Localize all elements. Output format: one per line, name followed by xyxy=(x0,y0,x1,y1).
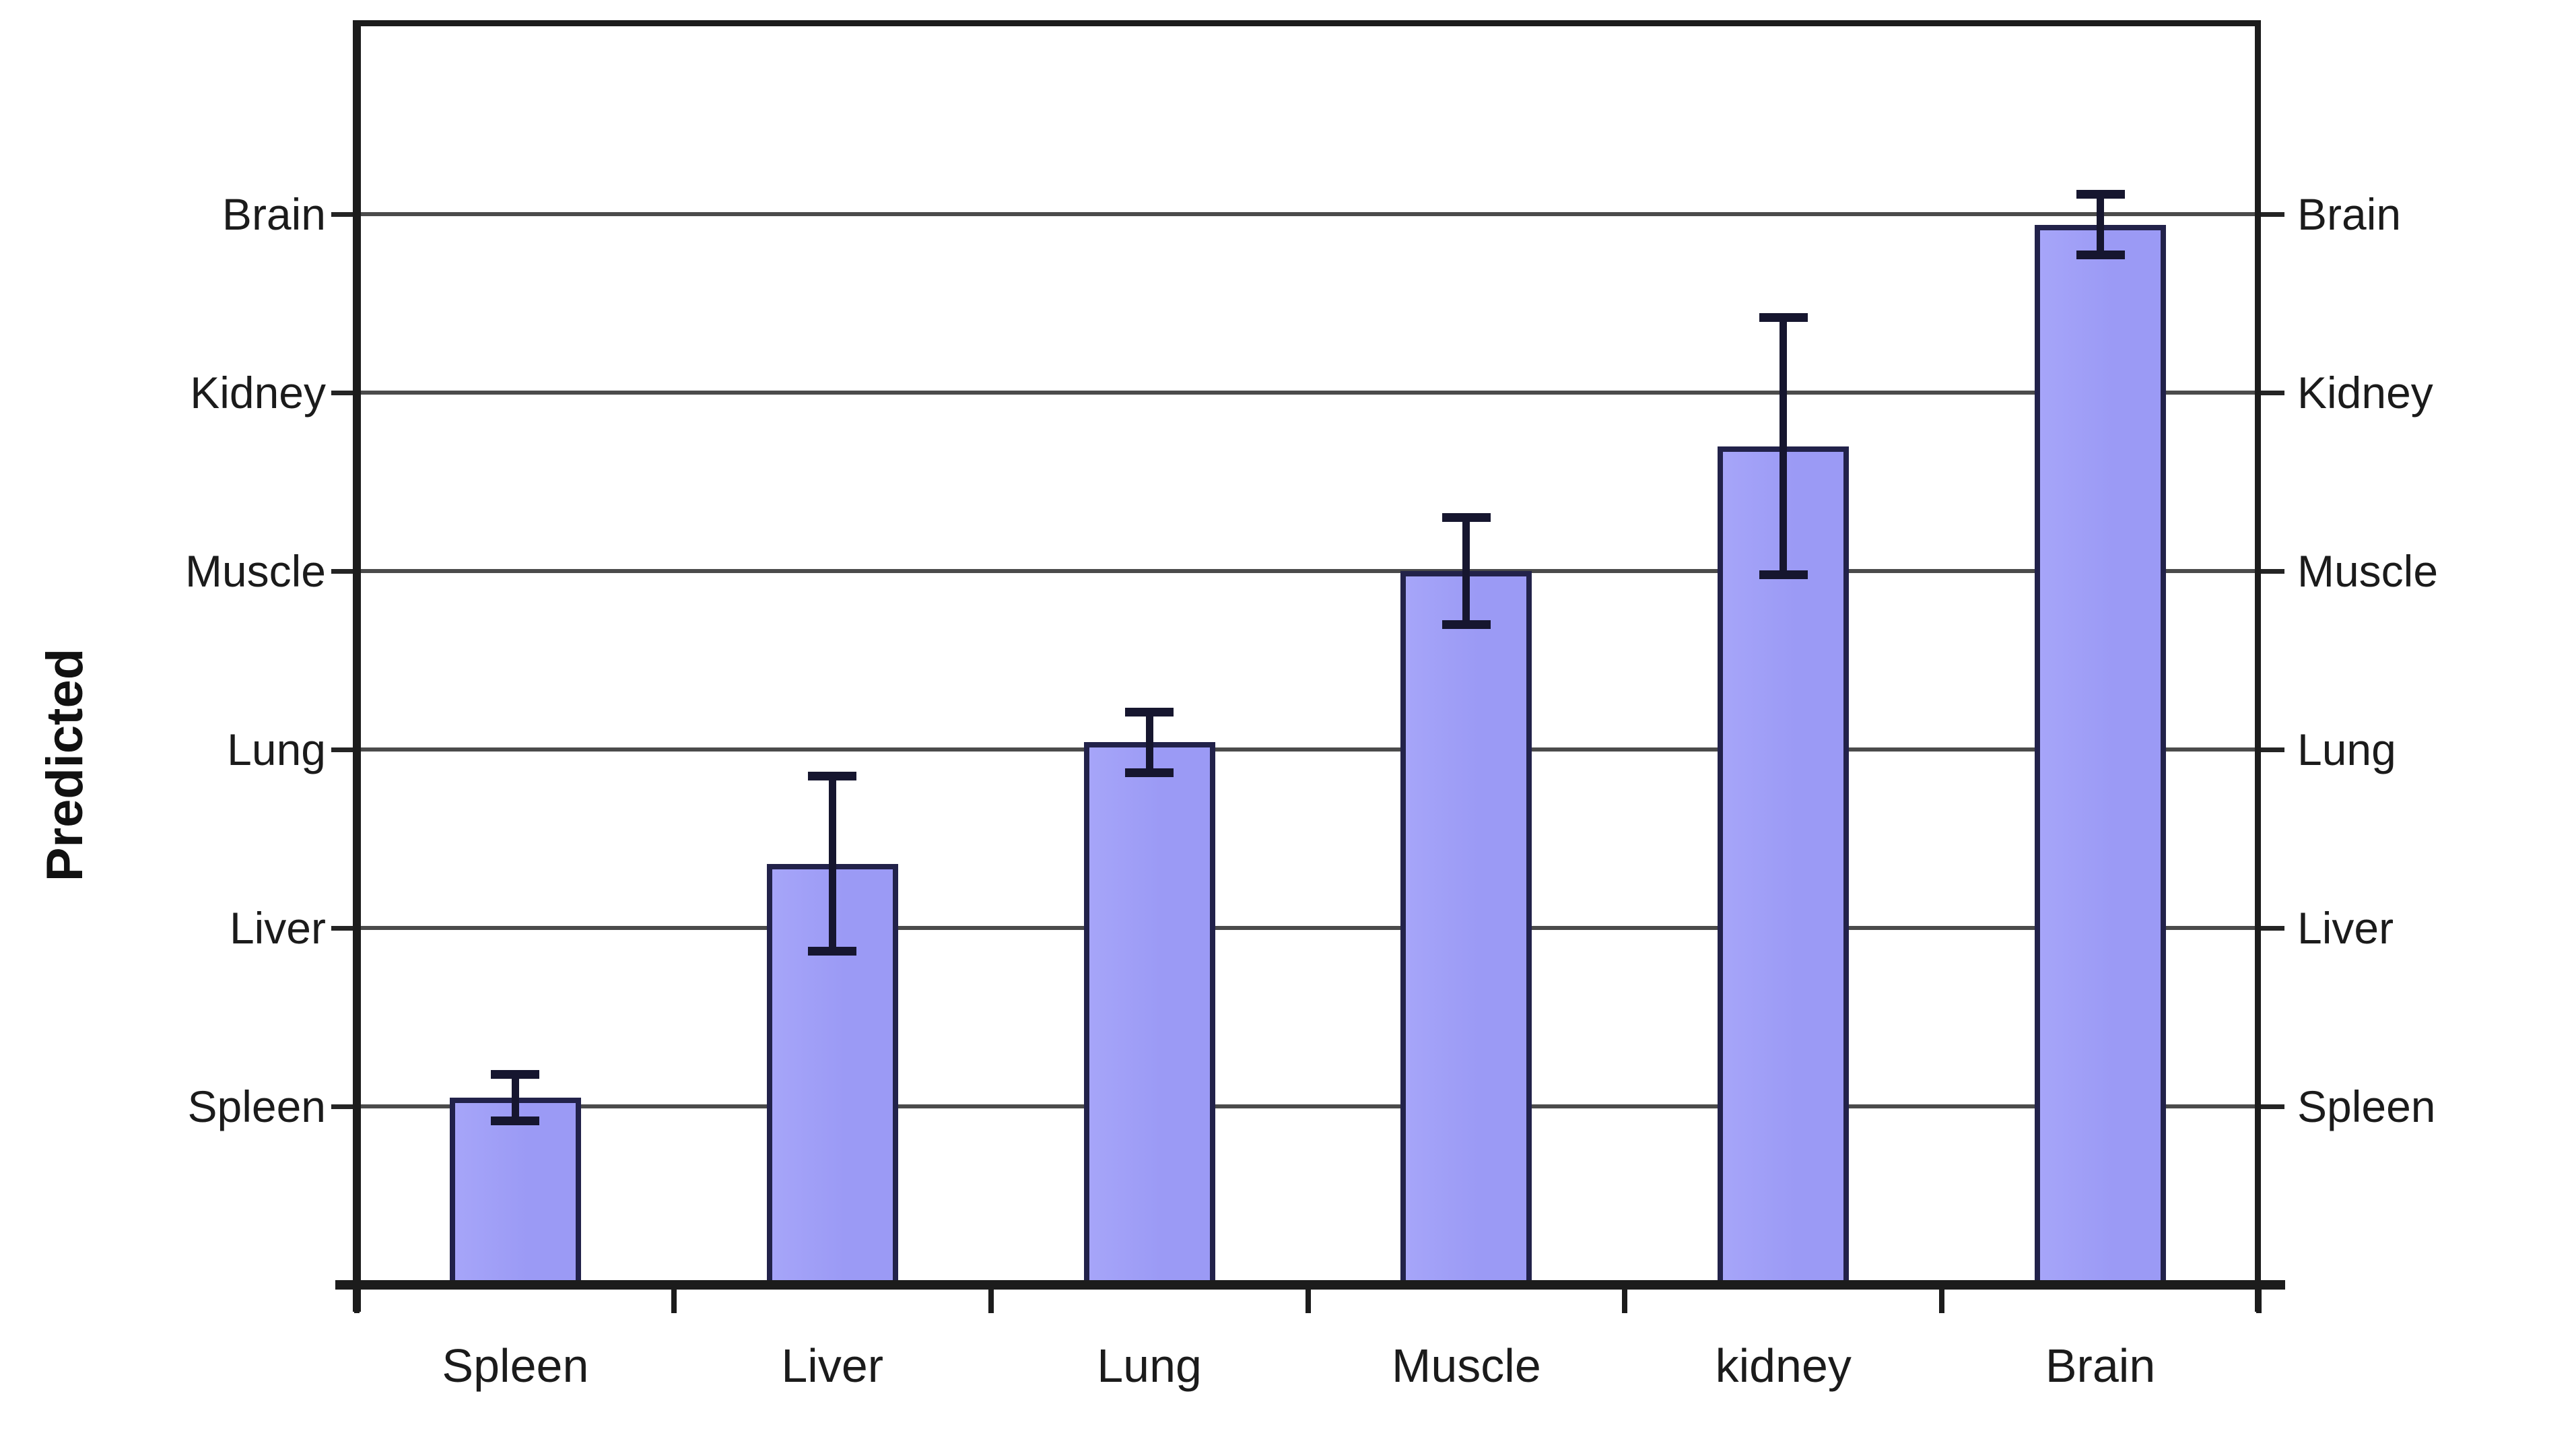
y-tick-right-kidney xyxy=(2259,391,2284,395)
y-tick-label-right-lung: Lung xyxy=(2297,725,2396,774)
x-tick-2 xyxy=(988,1285,994,1313)
y-axis-line-left xyxy=(353,20,361,1312)
x-tick-4 xyxy=(1622,1285,1628,1313)
x-tick-label-brain: Brain xyxy=(2045,1339,2156,1392)
y-tick-label-left-muscle: Muscle xyxy=(184,546,326,596)
bar-muscle xyxy=(1400,571,1532,1289)
error-bar-cap-top-brain xyxy=(2076,190,2125,199)
y-tick-label-right-kidney: Kidney xyxy=(2297,368,2433,418)
y-tick-right-lung xyxy=(2259,747,2284,752)
y-tick-label-left-brain: Brain xyxy=(222,189,326,239)
y-tick-label-left-liver: Liver xyxy=(229,903,326,953)
error-bar-stem-lung xyxy=(1145,712,1153,773)
error-bar-stem-brain xyxy=(2097,194,2105,255)
x-tick-3 xyxy=(1305,1285,1311,1313)
y-tick-left-muscle xyxy=(331,569,357,574)
gridline-spleen xyxy=(357,1104,2259,1108)
y-axis-line-right xyxy=(2255,20,2261,1312)
error-bar-cap-bottom-brain xyxy=(2076,251,2125,260)
error-bar-cap-top-lung xyxy=(1125,707,1174,716)
y-tick-left-kidney xyxy=(331,391,357,395)
gridline-muscle xyxy=(357,569,2259,573)
y-tick-right-brain xyxy=(2259,212,2284,217)
gridline-liver xyxy=(357,926,2259,930)
y-tick-label-left-kidney: Kidney xyxy=(190,368,326,418)
plot-top-border xyxy=(353,20,2261,26)
error-bar-cap-top-spleen xyxy=(491,1069,540,1079)
bar-brain xyxy=(2035,224,2167,1289)
y-tick-label-left-lung: Lung xyxy=(227,725,326,774)
error-bar-stem-muscle xyxy=(1462,517,1470,625)
bar-lung xyxy=(1083,742,1215,1289)
y-tick-label-right-spleen: Spleen xyxy=(2297,1081,2436,1131)
error-bar-cap-bottom-lung xyxy=(1125,768,1174,777)
x-tick-label-liver: Liver xyxy=(781,1339,884,1392)
y-tick-left-liver xyxy=(331,926,357,931)
y-tick-right-liver xyxy=(2259,926,2284,931)
y-tick-left-spleen xyxy=(331,1104,357,1109)
gridline-lung xyxy=(357,747,2259,752)
error-bar-cap-bottom-spleen xyxy=(491,1116,540,1125)
x-tick-label-muscle: Muscle xyxy=(1392,1339,1541,1392)
error-bar-cap-bottom-liver xyxy=(808,946,857,956)
error-bar-cap-bottom-kidney xyxy=(1759,570,1808,579)
x-tick-5 xyxy=(1939,1285,1945,1313)
error-bar-cap-top-liver xyxy=(808,772,857,781)
error-bar-cap-top-muscle xyxy=(1442,513,1491,522)
gridline-brain xyxy=(357,212,2259,216)
error-bar-cap-top-kidney xyxy=(1759,313,1808,323)
y-tick-left-brain xyxy=(331,212,357,217)
x-tick-label-spleen: Spleen xyxy=(442,1339,589,1392)
x-tick-label-lung: Lung xyxy=(1097,1339,1202,1392)
y-tick-label-left-spleen: Spleen xyxy=(187,1081,326,1131)
error-bar-stem-liver xyxy=(828,776,836,952)
error-bar-stem-spleen xyxy=(511,1074,519,1121)
bar-spleen xyxy=(449,1097,581,1289)
bar-kidney xyxy=(1718,446,1850,1289)
gridline-kidney xyxy=(357,391,2259,395)
error-bar-stem-kidney xyxy=(1780,317,1788,575)
x-tick-label-kidney: kidney xyxy=(1715,1339,1852,1392)
x-axis-line xyxy=(335,1280,2285,1290)
y-tick-right-spleen xyxy=(2259,1104,2284,1109)
error-bar-cap-bottom-muscle xyxy=(1442,620,1491,629)
y-tick-right-muscle xyxy=(2259,569,2284,574)
y-tick-left-lung xyxy=(331,747,357,752)
y-tick-label-right-liver: Liver xyxy=(2297,903,2394,953)
y-tick-label-right-brain: Brain xyxy=(2297,189,2402,239)
y-tick-label-right-muscle: Muscle xyxy=(2297,546,2439,596)
x-tick-1 xyxy=(671,1285,677,1313)
